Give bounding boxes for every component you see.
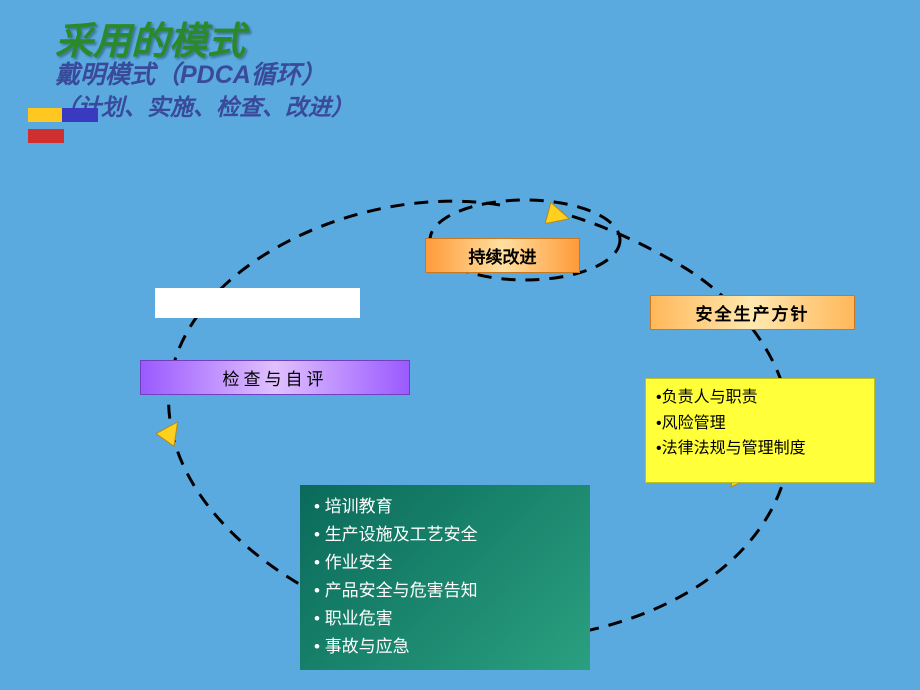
decorative-bars bbox=[28, 108, 96, 148]
node-blank-white bbox=[155, 288, 360, 318]
list-item: • 培训教育 bbox=[314, 493, 576, 521]
node-plan-box: •负责人与职责 •风险管理 •法律法规与管理制度 bbox=[645, 378, 875, 483]
arrow-1 bbox=[545, 202, 572, 229]
list-item: • 事故与应急 bbox=[314, 633, 576, 661]
arrow-3 bbox=[156, 416, 187, 447]
node-continuous-improvement: 持续改进 bbox=[425, 238, 580, 273]
list-item: • 职业危害 bbox=[314, 605, 576, 633]
subtitle-line-1: 戴明模式（PDCA循环） bbox=[55, 55, 326, 91]
list-item: •风险管理 bbox=[656, 411, 864, 437]
list-item: •法律法规与管理制度 bbox=[656, 436, 864, 462]
node-safety-policy: 安全生产方针 bbox=[650, 295, 855, 330]
subtitle-line-2: （计划、实施、检查、改进） bbox=[55, 88, 354, 122]
list-item: • 产品安全与危害告知 bbox=[314, 577, 576, 605]
list-item: •负责人与职责 bbox=[656, 385, 864, 411]
node-check-evaluate: 检查与自评 bbox=[140, 360, 410, 395]
list-item: • 作业安全 bbox=[314, 549, 576, 577]
list-item: • 生产设施及工艺安全 bbox=[314, 521, 576, 549]
node-do-box: • 培训教育 • 生产设施及工艺安全 • 作业安全 • 产品安全与危害告知 • … bbox=[300, 485, 590, 670]
